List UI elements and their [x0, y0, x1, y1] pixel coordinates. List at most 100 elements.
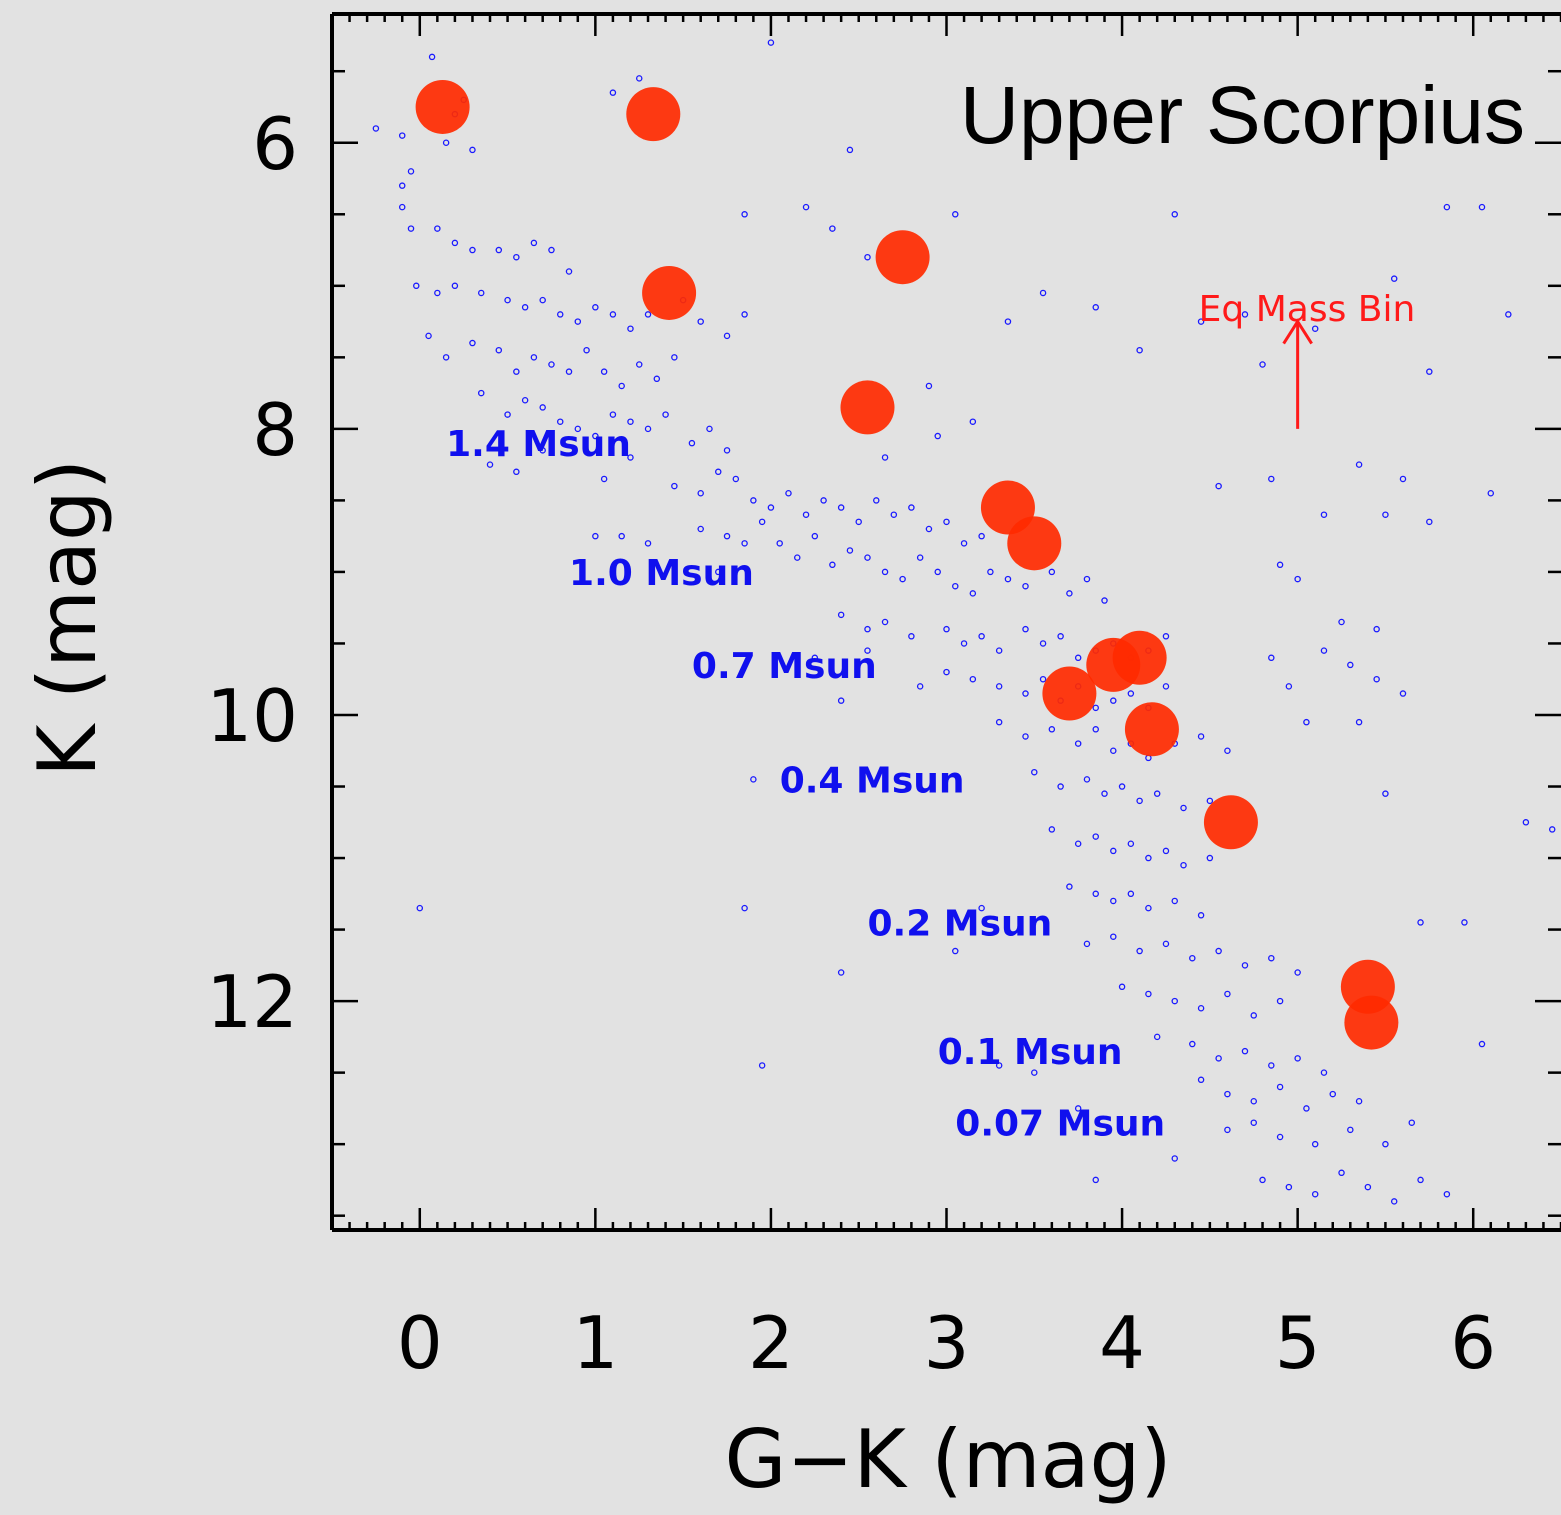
member-point	[1162, 633, 1170, 640]
member-point	[1136, 797, 1143, 805]
member-point	[697, 318, 704, 325]
member-point	[1110, 847, 1117, 855]
member-point	[1101, 790, 1108, 797]
member-point	[1189, 1040, 1196, 1048]
member-point	[1092, 1176, 1099, 1184]
member-point	[1092, 304, 1099, 311]
member-point	[829, 561, 836, 569]
member-point	[1066, 883, 1073, 890]
binary-point	[642, 265, 697, 320]
member-point	[1004, 575, 1012, 583]
member-point	[1171, 1155, 1178, 1162]
member-point	[1110, 897, 1117, 905]
member-point	[1110, 933, 1117, 940]
y-tick-label: 6	[252, 102, 298, 186]
member-point	[1092, 704, 1099, 712]
member-point	[1426, 368, 1433, 375]
open-circle-layer	[372, 39, 1556, 1205]
member-point	[413, 282, 420, 290]
member-point	[1197, 733, 1205, 740]
member-point	[504, 296, 511, 304]
member-point	[960, 640, 968, 647]
member-point	[1197, 1005, 1205, 1012]
member-point	[820, 497, 827, 504]
member-point	[978, 904, 985, 912]
member-point	[442, 139, 450, 147]
member-point	[469, 246, 476, 254]
member-point	[1197, 318, 1205, 325]
member-point	[636, 361, 643, 368]
member-point	[565, 368, 573, 375]
member-point	[899, 575, 906, 583]
member-point	[1083, 776, 1091, 783]
member-point	[802, 203, 810, 211]
member-point	[1074, 1105, 1082, 1112]
member-point	[916, 683, 924, 690]
member-point	[1417, 919, 1424, 926]
member-point	[1057, 783, 1064, 790]
member-point	[1031, 768, 1038, 776]
member-point	[1522, 819, 1530, 826]
member-point	[1259, 1176, 1266, 1184]
member-point	[750, 497, 757, 504]
member-point	[495, 346, 503, 354]
member-point	[864, 253, 871, 261]
member-point	[609, 311, 617, 318]
member-point	[1039, 289, 1047, 297]
member-point	[442, 354, 450, 361]
member-point	[627, 325, 634, 332]
member-point	[1110, 697, 1117, 704]
member-point	[846, 547, 854, 554]
member-point	[1048, 568, 1056, 576]
member-point	[1197, 912, 1205, 919]
plot-frame	[330, 12, 1561, 1232]
member-point	[1162, 847, 1170, 855]
member-point	[539, 296, 546, 304]
member-point	[548, 246, 555, 254]
member-point	[1153, 790, 1161, 797]
member-point	[794, 554, 801, 561]
member-point	[469, 146, 476, 154]
member-point	[1162, 940, 1170, 948]
member-point	[1171, 897, 1178, 905]
member-point	[627, 418, 634, 425]
member-point	[697, 489, 704, 497]
member-point	[407, 225, 415, 232]
member-point	[671, 482, 678, 490]
member-point	[1276, 561, 1284, 569]
member-point	[1031, 1069, 1038, 1076]
y-axis-title: K (mag)	[21, 459, 114, 777]
member-point	[671, 354, 678, 361]
member-point	[1373, 675, 1380, 683]
member-point	[451, 239, 459, 247]
member-point	[767, 39, 775, 46]
member-point	[1171, 997, 1178, 1005]
member-point	[934, 432, 941, 440]
member-point	[1505, 311, 1512, 318]
member-point	[952, 211, 959, 218]
member-point	[1320, 511, 1328, 518]
member-point	[618, 382, 625, 390]
member-point	[995, 718, 1003, 726]
member-point	[978, 532, 985, 540]
member-point	[881, 568, 889, 576]
member-point	[548, 361, 555, 368]
x-tick-label: 1	[572, 1301, 618, 1385]
member-point	[1268, 954, 1275, 962]
x-tick-label: 0	[397, 1301, 443, 1385]
member-point	[1487, 489, 1495, 497]
member-point	[1285, 683, 1293, 690]
member-point	[644, 540, 652, 547]
member-point	[1110, 747, 1117, 755]
member-point	[1426, 518, 1433, 526]
member-point	[837, 969, 845, 976]
member-point	[1048, 826, 1056, 833]
member-point	[916, 554, 924, 561]
member-point	[477, 389, 485, 397]
member-point	[609, 411, 617, 418]
member-point	[1329, 1090, 1337, 1098]
member-point	[539, 447, 546, 454]
member-point	[1048, 726, 1056, 733]
member-point	[1206, 797, 1214, 805]
